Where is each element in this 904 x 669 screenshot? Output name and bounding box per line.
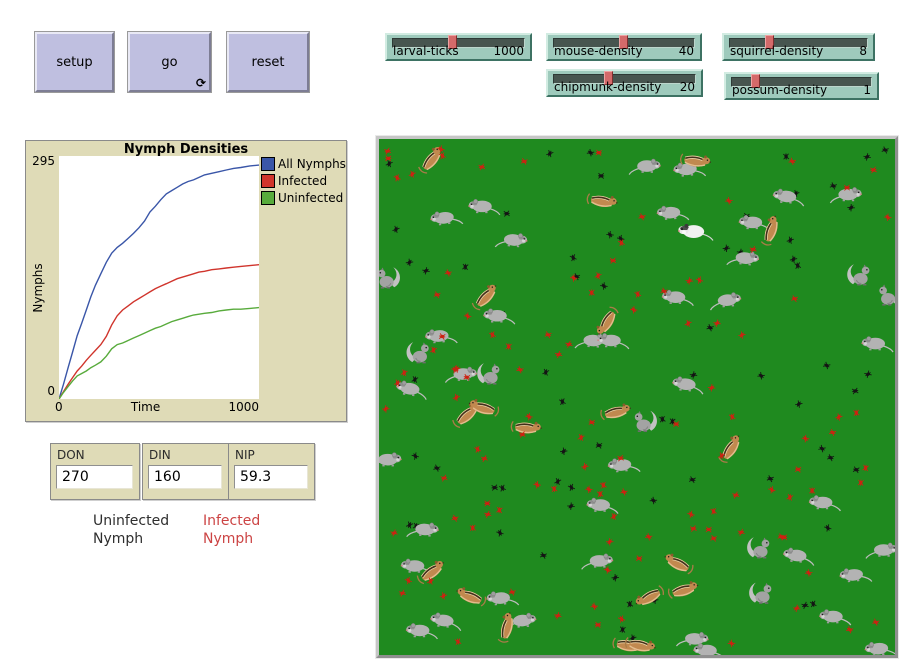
- nymph-densities-plot: Nymph Densities 295 0 Nymphs 0 Time 1000…: [25, 140, 347, 422]
- chipmunk-density-slider[interactable]: chipmunk-density 20: [546, 69, 703, 97]
- plot-legend: All Nymphs Infected Uninfected: [261, 155, 346, 206]
- reset-button-label: reset: [251, 54, 285, 70]
- nip-monitor: NIP 59.3: [228, 443, 315, 500]
- plot-title: Nymph Densities: [123, 142, 249, 157]
- slider-track[interactable]: [392, 38, 525, 48]
- plot-line-infected: [58, 264, 260, 400]
- note-line: Nymph: [203, 531, 254, 547]
- slider-track[interactable]: [729, 38, 868, 48]
- slider-value: 1: [863, 83, 871, 97]
- slider-value: 8: [859, 44, 867, 58]
- larval-ticks-slider[interactable]: larval-ticks 1000: [385, 33, 532, 61]
- slider-handle[interactable]: [447, 35, 457, 49]
- plot-canvas: [58, 156, 260, 400]
- monitor-label: DON: [57, 448, 85, 462]
- y-axis-min: 0: [47, 384, 55, 398]
- forever-icon: ⟳: [195, 76, 206, 90]
- slider-value: 40: [678, 44, 694, 58]
- legend-entry: Uninfected: [261, 189, 346, 206]
- slider-label: chipmunk-density: [554, 80, 662, 94]
- slider-value: 20: [679, 80, 695, 94]
- slider-label: mouse-density: [554, 44, 643, 58]
- legend-label: Uninfected: [278, 190, 344, 205]
- legend-swatch-uninfected: [261, 190, 275, 205]
- slider-handle[interactable]: [765, 35, 775, 49]
- go-button[interactable]: go ⟳: [127, 31, 212, 93]
- squirrel-density-slider[interactable]: squirrel-density 8: [722, 33, 875, 61]
- reset-button[interactable]: reset: [226, 31, 310, 93]
- go-button-label: go: [161, 54, 178, 70]
- legend-label: All Nymphs: [278, 156, 346, 171]
- setup-button-label: setup: [56, 54, 93, 70]
- don-monitor: DON 270: [50, 443, 140, 500]
- slider-handle[interactable]: [619, 35, 628, 49]
- world-canvas: [379, 139, 895, 655]
- legend-label: Infected: [278, 173, 328, 188]
- slider-value: 1000: [493, 44, 524, 58]
- infected-nymph-note: Infected Nymph: [203, 512, 260, 548]
- uninfected-nymph-note: Uninfected Nymph: [93, 512, 169, 548]
- x-axis-min: 0: [55, 400, 63, 414]
- mouse-density-slider[interactable]: mouse-density 40: [546, 33, 702, 61]
- possum-density-slider[interactable]: possum-density 1: [724, 72, 879, 100]
- plot-line-uninfected: [58, 306, 260, 400]
- world-view[interactable]: [376, 136, 898, 658]
- slider-label: possum-density: [732, 83, 828, 97]
- slider-label: larval-ticks: [393, 44, 459, 58]
- plot-line-all-nymphs: [58, 164, 260, 400]
- legend-swatch-infected: [261, 173, 275, 188]
- slider-label: squirrel-density: [730, 44, 824, 58]
- x-axis-label: Time: [130, 400, 161, 414]
- slider-handle[interactable]: [751, 74, 761, 88]
- legend-entry: All Nymphs: [261, 155, 346, 172]
- monitor-label: DIN: [149, 448, 171, 462]
- din-monitor: DIN 160: [142, 443, 229, 500]
- x-axis-max: 1000: [228, 400, 259, 414]
- monitor-label: NIP: [235, 448, 255, 462]
- setup-button[interactable]: setup: [34, 31, 115, 93]
- slider-track[interactable]: [731, 77, 872, 87]
- legend-entry: Infected: [261, 172, 346, 189]
- slider-track[interactable]: [553, 74, 696, 84]
- y-axis-max: 295: [32, 154, 55, 168]
- legend-swatch-all-nymphs: [261, 156, 275, 171]
- note-line: Infected: [203, 513, 261, 529]
- slider-handle[interactable]: [604, 71, 614, 85]
- note-line: Nymph: [93, 531, 144, 547]
- grass-background: [379, 139, 895, 655]
- note-line: Uninfected: [93, 513, 170, 529]
- monitor-value: 160: [148, 465, 222, 489]
- plot-lines: [58, 164, 260, 400]
- y-axis-label: Nymphs: [31, 263, 45, 313]
- monitor-value: 59.3: [234, 465, 308, 489]
- monitor-value: 270: [56, 465, 133, 489]
